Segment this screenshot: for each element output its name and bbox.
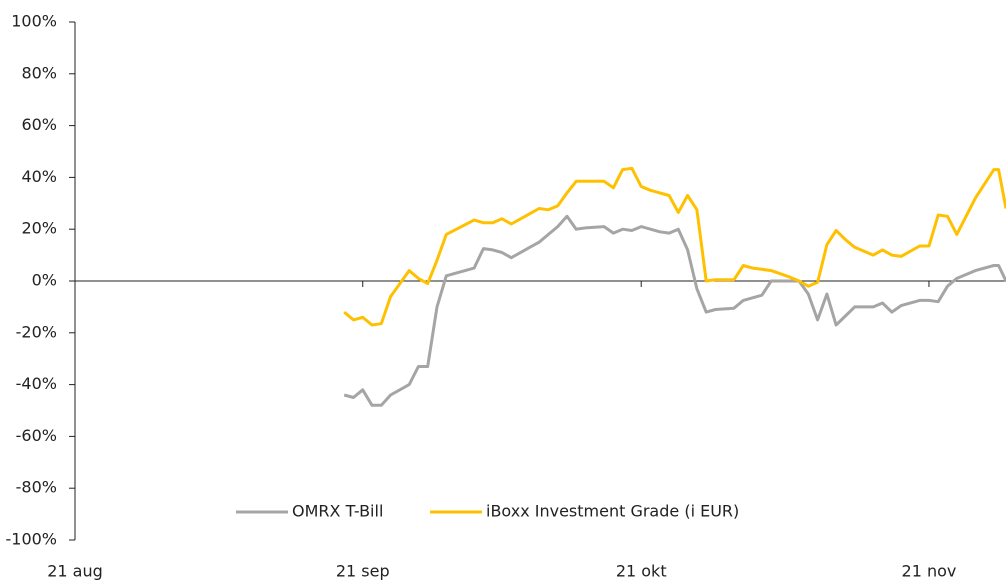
- x-tick-label: 21 aug: [47, 562, 103, 581]
- y-tick-label: 40%: [21, 167, 57, 186]
- y-tick-label: -60%: [16, 426, 57, 445]
- y-tick-label: 20%: [21, 219, 57, 238]
- y-tick-label: -40%: [16, 374, 57, 393]
- line-series: [343, 166, 1006, 327]
- y-tick-label: -20%: [16, 322, 57, 341]
- x-tick-label: 21 okt: [616, 562, 667, 581]
- line-series: [343, 214, 1006, 407]
- x-tick-label: 21 nov: [902, 562, 957, 581]
- y-tick-label: 60%: [21, 115, 57, 134]
- y-tick-label: -100%: [5, 530, 57, 549]
- y-tick-label: 100%: [11, 12, 57, 31]
- x-tick-label: 21 sep: [336, 562, 390, 581]
- legend-label: OMRX T-Bill: [292, 502, 383, 521]
- y-tick-label: 0%: [32, 271, 57, 290]
- y-tick-label: 80%: [21, 63, 57, 82]
- y-tick-label: -80%: [16, 478, 57, 497]
- legend-label: iBoxx Investment Grade (i EUR): [486, 502, 739, 521]
